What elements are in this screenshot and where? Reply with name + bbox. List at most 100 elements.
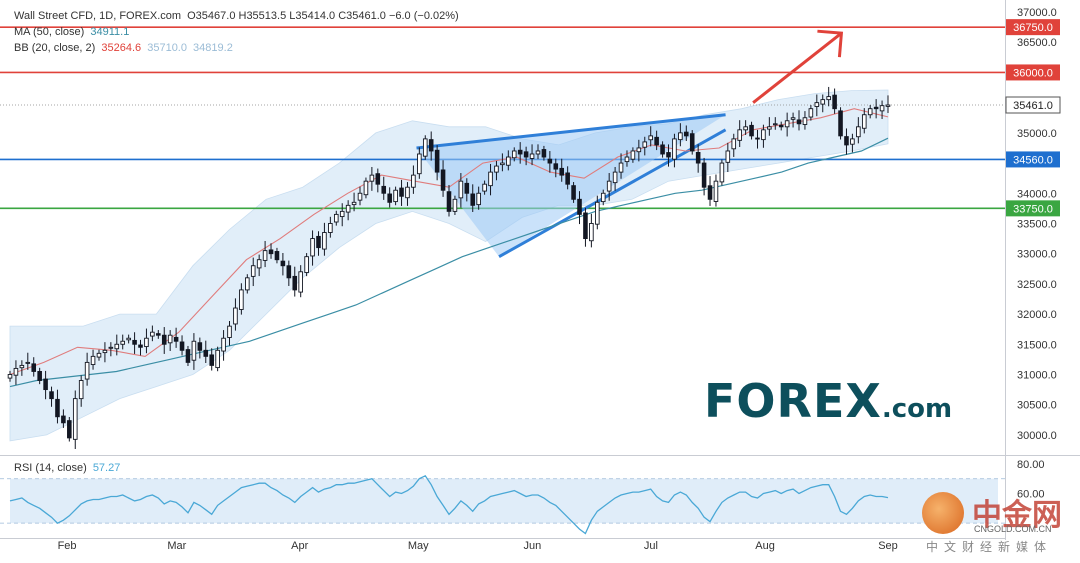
candle-body-15 — [96, 352, 102, 358]
ma50-line — [9, 137, 889, 388]
legend-main: Wall Street CFD, 1D, FOREX.com O35467.0 … — [14, 10, 459, 22]
candle-body-1 — [13, 367, 19, 376]
candle-body-79 — [476, 192, 481, 206]
watermark-cn: 中金网 — [972, 498, 1062, 533]
y-tick-label-8: 34000.0 — [1017, 188, 1057, 200]
y-tick-label-0: 30000.0 — [1017, 430, 1057, 442]
x-tick-label-0: Feb — [58, 540, 77, 552]
candle-body-34 — [209, 354, 214, 366]
candle-body-10 — [67, 420, 72, 439]
candle-body-60 — [363, 180, 369, 196]
last-price-tag-bg — [1005, 96, 1061, 114]
candle-body-67 — [405, 186, 410, 199]
last-price-tag-label: 35461.0 — [1013, 100, 1053, 112]
candle-body-129 — [772, 123, 778, 126]
y-tick-label-13: 36500.0 — [1017, 37, 1057, 49]
candle-body-69 — [417, 153, 422, 175]
candle-body-73 — [440, 169, 446, 191]
legend-main-label: Wall Street CFD, 1D, FOREX.com — [14, 10, 182, 22]
candle-body-74 — [446, 191, 452, 212]
legend-ma-value: 34911.1 — [90, 26, 130, 38]
candle-body-40 — [245, 277, 250, 291]
candle-body-124 — [743, 126, 748, 131]
candle-body-12 — [78, 380, 84, 400]
candle-body-114 — [684, 131, 689, 137]
candle-body-99 — [595, 201, 600, 225]
candle-body-119 — [713, 180, 719, 202]
candle-body-121 — [725, 150, 731, 163]
candle-body-139 — [832, 94, 837, 110]
legend-bb-mid: 35264.6 — [101, 42, 142, 54]
candle-body-13 — [84, 361, 90, 380]
candle-body-95 — [571, 185, 576, 200]
candle-body-93 — [559, 167, 565, 176]
legend-bb-lower: 34819.2 — [193, 42, 233, 54]
x-tick-label-1: Mar — [167, 540, 186, 552]
candle-body-83 — [500, 162, 505, 166]
candle-body-115 — [689, 133, 695, 152]
candle-body-20 — [126, 337, 131, 341]
candle-body-98 — [589, 223, 594, 242]
candle-body-96 — [577, 198, 582, 215]
rsi-y-tick-label-0: 60.00 — [1017, 489, 1045, 501]
candle-body-31 — [191, 340, 197, 361]
candle-body-140 — [838, 110, 843, 137]
candle-body-146 — [873, 106, 879, 110]
candle-body-58 — [351, 201, 357, 206]
candle-body-28 — [173, 336, 179, 342]
x-tick-label-6: Aug — [755, 540, 775, 552]
level-tag-label-3: 33750.0 — [1013, 203, 1053, 215]
legend-bb-upper: 35710.0 — [147, 42, 187, 54]
candle-body-39 — [239, 289, 244, 310]
candle-body-87 — [523, 151, 529, 158]
candle-body-43 — [262, 250, 268, 261]
target-arrow-shaft — [752, 32, 843, 104]
candle-body-25 — [156, 333, 161, 336]
wedge-upper-line — [416, 113, 726, 150]
candle-body-23 — [144, 337, 149, 348]
candle-body-50 — [304, 256, 309, 273]
level-tag-label-0: 36750.0 — [1013, 22, 1053, 34]
rsi-band-fill — [10, 478, 998, 524]
candle-body-68 — [411, 174, 416, 188]
level-tag-label-2: 34560.0 — [1013, 154, 1053, 166]
candle-body-94 — [565, 172, 570, 185]
level-tag-bg-3 — [1006, 200, 1060, 217]
wedge-fill — [416, 114, 726, 257]
candle-body-131 — [784, 120, 790, 128]
candle-body-112 — [672, 138, 677, 160]
candle-body-136 — [814, 102, 820, 107]
legend-bb-label: BB (20, close, 2) — [14, 42, 96, 54]
forex-logo: FOREX.com — [704, 374, 952, 428]
rsi-line — [9, 474, 889, 535]
y-tick-label-1: 30500.0 — [1017, 400, 1057, 412]
candle-body-48 — [292, 275, 298, 291]
candle-body-132 — [790, 117, 796, 120]
x-tick-label-4: Jun — [524, 540, 542, 552]
candle-body-35 — [215, 349, 220, 369]
y-tick-label-7: 33500.0 — [1017, 218, 1057, 230]
x-tick-label-5: Jul — [644, 540, 658, 552]
candle-body-45 — [274, 251, 280, 261]
candle-body-56 — [339, 210, 345, 218]
legend-main-values: O35467.0 H35513.5 L35414.0 C35461.0 −6.0… — [187, 10, 459, 22]
candle-body-147 — [879, 105, 885, 112]
y-tick-label-2: 31000.0 — [1017, 369, 1057, 381]
candle-body-52 — [316, 235, 321, 249]
candle-body-57 — [345, 204, 351, 213]
candle-body-117 — [701, 162, 707, 188]
candle-body-138 — [826, 96, 831, 101]
candle-body-135 — [808, 108, 814, 118]
candle-body-81 — [488, 171, 493, 187]
legend-ma-label: MA (50, close) — [14, 26, 85, 38]
candle-body-36 — [221, 337, 226, 352]
candle-body-27 — [167, 334, 173, 344]
candle-body-111 — [666, 152, 671, 158]
legend-rsi-value: 57.27 — [92, 462, 121, 474]
candle-body-26 — [161, 334, 167, 345]
candle-body-54 — [328, 223, 333, 233]
cngold-watermark: 中金网 CNGOLD.COM.CN 中文财经新媒体 — [922, 488, 1072, 558]
candle-body-75 — [452, 198, 458, 212]
